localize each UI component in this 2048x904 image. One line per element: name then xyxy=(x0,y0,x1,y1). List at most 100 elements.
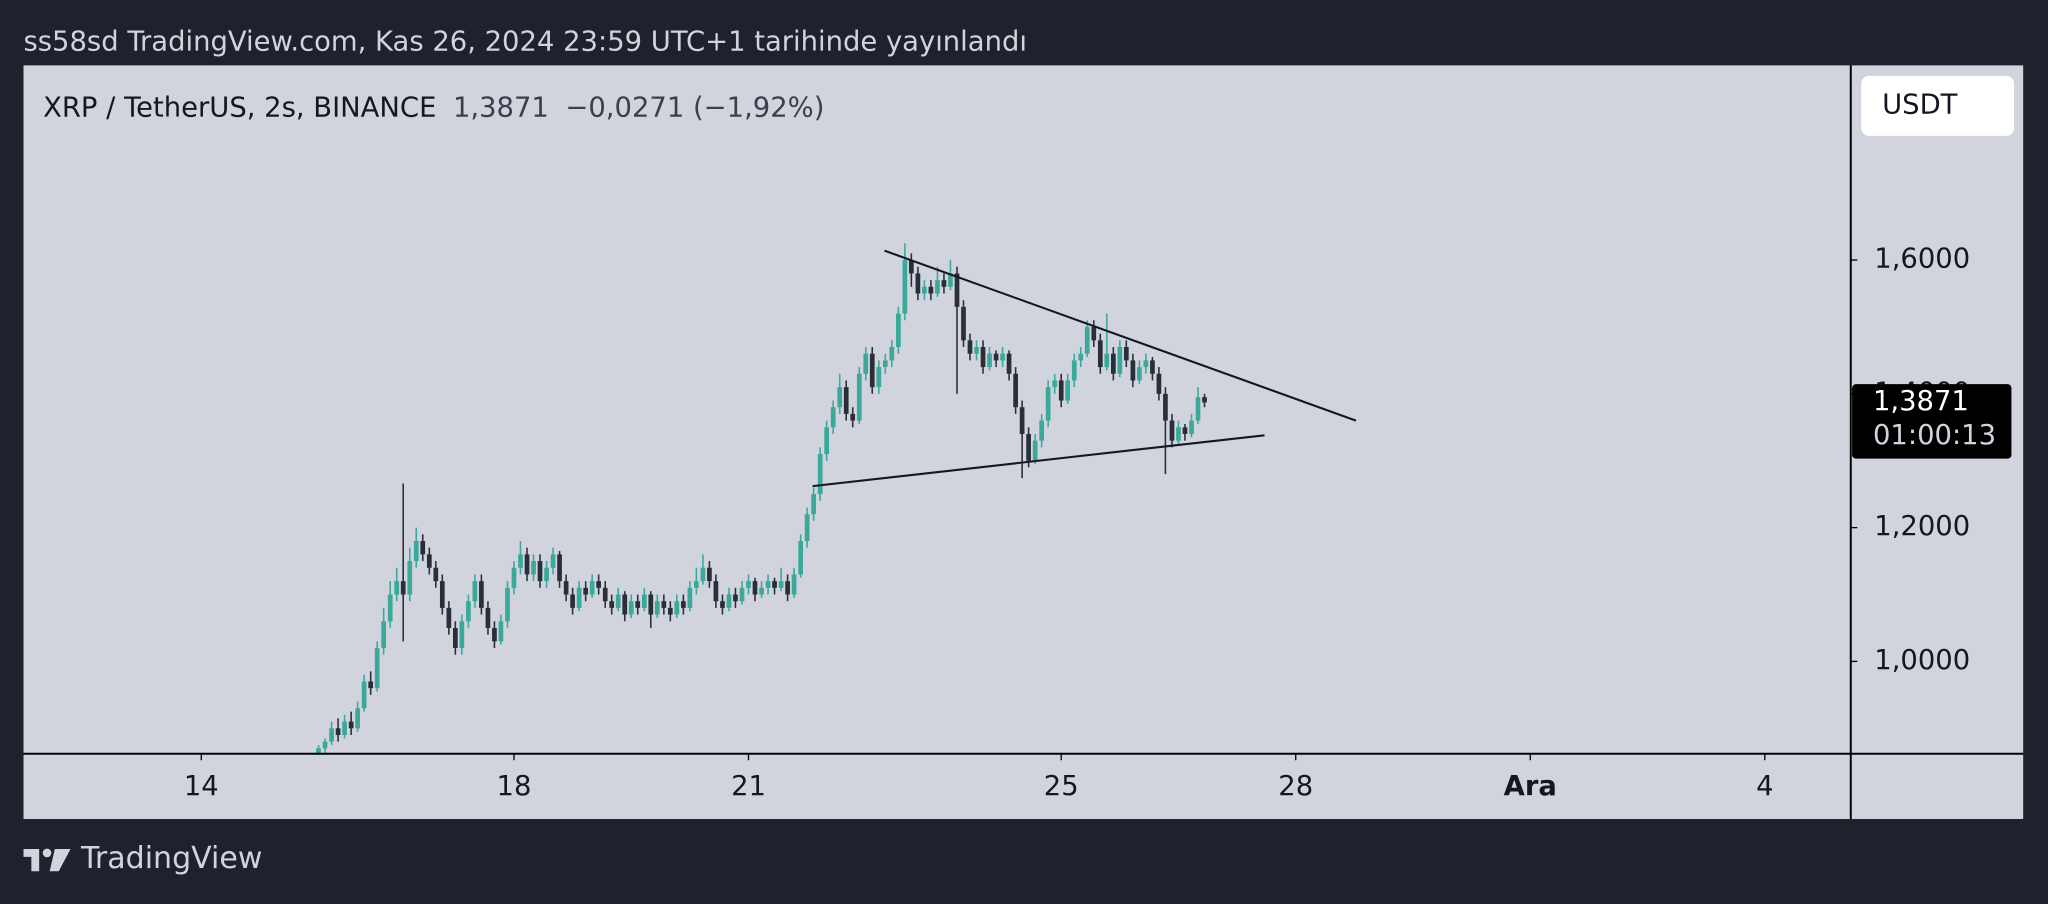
candle-body xyxy=(1026,433,1031,461)
candle-body xyxy=(348,721,354,729)
candle-body xyxy=(596,581,601,588)
candle-body xyxy=(726,594,732,608)
legend-price: 1,3871 xyxy=(453,92,549,123)
candle-body xyxy=(1117,347,1123,374)
candle-body xyxy=(1150,360,1155,374)
candle-body xyxy=(531,561,536,575)
candle-body xyxy=(518,554,523,568)
candle-body xyxy=(1163,393,1168,421)
candle-body xyxy=(407,561,413,595)
candle-body xyxy=(707,567,712,582)
candle-body xyxy=(316,748,321,754)
candle-body xyxy=(615,594,621,608)
candle-body xyxy=(772,581,777,588)
candle-body xyxy=(466,601,471,622)
candle-body xyxy=(426,554,432,568)
candle-body xyxy=(928,286,934,294)
candle-body xyxy=(700,567,706,582)
candle-body xyxy=(387,594,393,622)
candle-body xyxy=(537,561,543,582)
candle-body xyxy=(759,587,764,595)
candle-body xyxy=(654,601,660,615)
candle-body xyxy=(935,280,940,294)
candle-body xyxy=(505,587,510,622)
candle-body xyxy=(1156,373,1162,394)
candle-body xyxy=(635,601,641,608)
price-tag-value: 1,3871 xyxy=(1873,386,1969,417)
candle-body xyxy=(993,353,999,361)
candle-body xyxy=(869,353,875,388)
candle-body xyxy=(974,347,979,354)
candle-body xyxy=(1104,353,1110,368)
candle-body xyxy=(1110,353,1116,374)
candle-body xyxy=(1078,353,1084,361)
price-tag-box xyxy=(1852,384,2012,459)
candle-body xyxy=(830,407,836,428)
candle-body xyxy=(374,648,380,689)
y-tick-label: 1,6000 xyxy=(1874,244,1970,275)
candle-body xyxy=(1091,326,1097,341)
candle-body xyxy=(843,387,849,414)
x-tick-label: 14 xyxy=(184,771,219,802)
candle-body xyxy=(733,594,738,602)
candle-body xyxy=(863,353,869,374)
publisher-line: ss58sd TradingView.com, Kas 26, 2024 23:… xyxy=(24,27,1027,58)
candle-body xyxy=(1052,380,1058,388)
candle-body xyxy=(961,306,966,341)
logo-part xyxy=(49,849,71,872)
candle-body xyxy=(752,581,758,595)
candle-body xyxy=(1084,326,1090,354)
x-tick-label: Ara xyxy=(1504,771,1557,802)
trend-line xyxy=(884,249,1357,422)
footer-brand: TradingView xyxy=(80,841,262,876)
candle-body xyxy=(511,567,517,588)
candle-body xyxy=(648,594,654,615)
candle-body xyxy=(948,273,953,287)
legend: XRP / TetherUS, 2s, BINANCE 1,3871 −0,02… xyxy=(43,92,824,123)
candle-body xyxy=(1006,353,1012,374)
footer-logo xyxy=(23,848,71,872)
candle-body xyxy=(713,581,719,602)
candle-body xyxy=(602,587,608,602)
candle-body xyxy=(544,567,549,582)
candle-body xyxy=(778,581,784,588)
candle-body xyxy=(987,353,992,368)
candle-body xyxy=(967,340,973,354)
candle-body xyxy=(765,581,771,588)
candle-body xyxy=(687,587,693,608)
candle-body xyxy=(824,427,830,455)
candle-body xyxy=(674,601,680,615)
candle-body xyxy=(791,574,797,595)
candle-body xyxy=(485,607,491,628)
currency-button[interactable] xyxy=(1861,75,2015,136)
candle-body xyxy=(400,581,406,595)
candle-body xyxy=(1045,387,1051,421)
candle-body xyxy=(902,260,908,314)
candle-body xyxy=(739,587,745,602)
candle-body xyxy=(452,627,458,649)
candle-body xyxy=(322,741,328,749)
candle-body xyxy=(850,413,856,421)
candle-body xyxy=(746,581,751,588)
candle-body xyxy=(798,540,804,575)
candle-body xyxy=(785,581,790,595)
candle-body xyxy=(550,554,556,568)
plot-area xyxy=(316,243,1357,754)
candle-body xyxy=(1058,380,1064,401)
candle-body xyxy=(837,387,843,408)
candle-body xyxy=(980,347,986,368)
currency-label[interactable]: USDT xyxy=(1882,89,1958,120)
candle-body xyxy=(941,280,947,287)
candle-body xyxy=(1013,373,1018,408)
trend-line xyxy=(812,434,1265,488)
candle-body xyxy=(420,540,426,555)
candle-body xyxy=(1189,420,1194,434)
candle-body xyxy=(1202,397,1207,403)
candle-body xyxy=(1130,360,1136,381)
y-tick-label: 1,0000 xyxy=(1874,645,1970,676)
candle-body xyxy=(922,286,927,294)
candle-body xyxy=(1195,397,1201,421)
candle-body xyxy=(439,581,445,608)
